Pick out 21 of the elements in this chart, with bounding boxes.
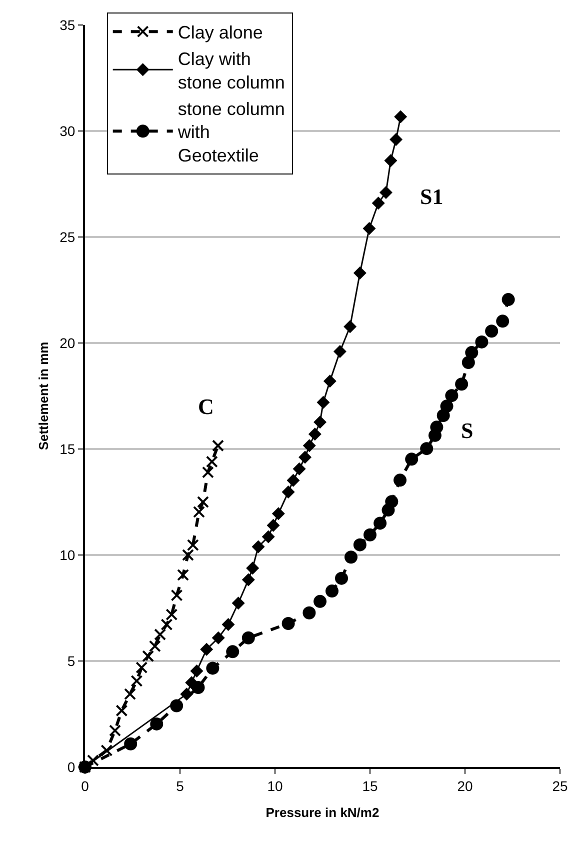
annotation: S xyxy=(461,418,474,443)
x-tick-label: 15 xyxy=(362,778,378,794)
y-tick-label: 10 xyxy=(60,546,76,563)
annotation: C xyxy=(198,394,214,419)
y-tick-label: 20 xyxy=(60,334,76,351)
y-tick-label: 30 xyxy=(60,122,76,139)
x-tick-label: 20 xyxy=(457,778,473,794)
annotation: S1 xyxy=(420,184,444,209)
y-tick-label: 25 xyxy=(60,228,76,245)
x-tick-label: 10 xyxy=(267,778,283,794)
y-tick-label: 35 xyxy=(60,16,76,33)
legend-label: stone column with Geotextile xyxy=(176,98,285,166)
x-tick-label: 25 xyxy=(552,778,568,794)
y-axis-title: Settlement in mm xyxy=(36,342,51,450)
x-tick-label: 5 xyxy=(176,778,184,794)
y-tick-label: 5 xyxy=(67,652,76,669)
x-tick-label: 0 xyxy=(81,778,90,794)
y-tick-label: 15 xyxy=(60,440,76,457)
x-axis-title: Pressure in kN/m2 xyxy=(266,805,380,820)
y-tick-label: 0 xyxy=(67,758,76,775)
legend-label: Clay alone xyxy=(178,22,263,43)
